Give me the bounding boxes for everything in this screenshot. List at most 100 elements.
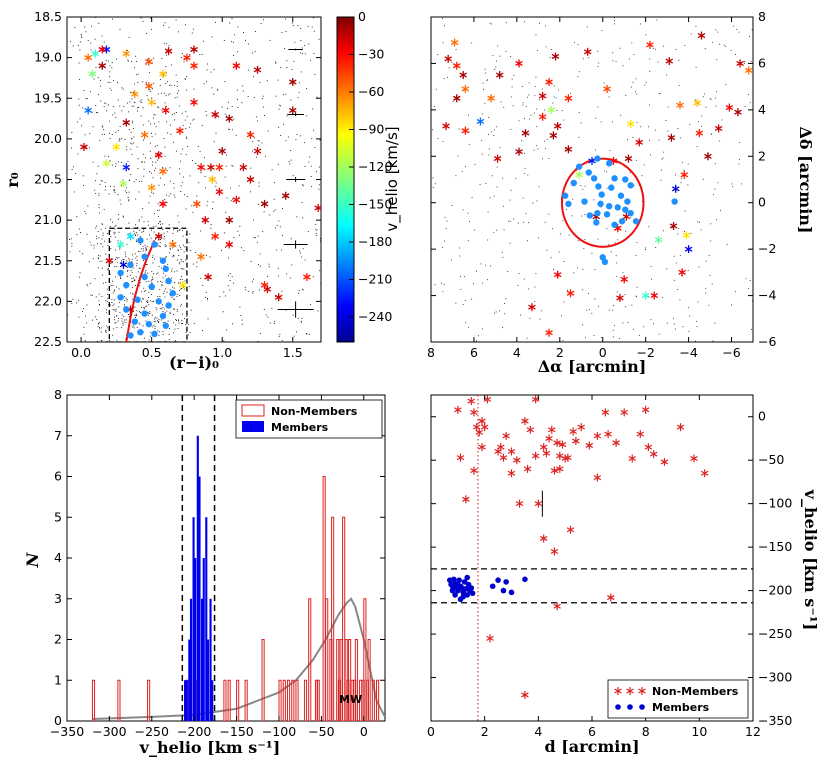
sky-field-star — [501, 251, 503, 253]
sky-field-star — [481, 153, 483, 155]
sky-nonmember-star-stroke — [452, 95, 461, 101]
hist-nonmember-bar — [371, 679, 375, 721]
sky-field-star — [636, 159, 638, 161]
sky-field-star — [551, 228, 553, 230]
sky-field-star — [632, 137, 634, 138]
cmd-nonmember-star — [204, 273, 212, 281]
cmd-field-star — [139, 229, 141, 231]
cmd-field-star — [230, 200, 232, 202]
cmd-field-star — [118, 317, 120, 319]
cmd-field-star — [130, 131, 132, 133]
dist-nonmember-star — [470, 408, 478, 417]
sky-field-star — [695, 99, 696, 101]
sky-x-tick-label: 2 — [556, 345, 564, 360]
dist-nonmember-star — [502, 431, 510, 440]
cmd-field-star — [114, 266, 116, 268]
sky-field-star — [567, 289, 568, 291]
cmd-field-star — [119, 311, 121, 313]
cmd-field-star — [163, 138, 165, 139]
sky-field-star — [629, 171, 631, 173]
sky-field-star — [564, 148, 566, 150]
cmd-field-star — [106, 110, 108, 112]
cmd-field-star — [155, 225, 157, 227]
cmd-field-star — [215, 132, 217, 134]
cmd-field-star — [255, 237, 256, 239]
cmd-field-star — [285, 140, 287, 141]
sky-field-star — [609, 150, 611, 151]
cmd-field-star — [261, 142, 263, 144]
cmd-field-star — [142, 107, 144, 109]
sky-field-star — [553, 96, 555, 98]
cmd-field-star — [162, 307, 164, 309]
sky-field-star — [532, 202, 534, 204]
cmd-field-star — [289, 277, 291, 279]
cmd-field-star — [175, 150, 177, 152]
cmd-field-star — [163, 42, 165, 44]
cmd-field-star — [137, 73, 139, 75]
cmd-field-star — [101, 327, 103, 329]
sky-nonmember-star-stroke — [575, 172, 583, 178]
cmd-nonmember-star — [102, 159, 111, 168]
cmd-field-star — [191, 205, 193, 207]
dist-member-point — [455, 587, 461, 594]
cmd-field-star — [148, 291, 150, 293]
cmd-field-star — [233, 41, 234, 43]
dist-nonmember-star — [534, 499, 543, 508]
cmd-field-star — [121, 262, 122, 264]
cmd-field-star — [172, 254, 174, 256]
cmd-field-star — [181, 268, 183, 270]
cmd-nonmember-star-stroke — [197, 254, 205, 260]
cmd-field-star — [173, 322, 174, 324]
sky-field-star — [544, 140, 546, 142]
cmd-field-star — [148, 314, 150, 316]
dist-x-tick-label: 0 — [427, 724, 435, 739]
sky-field-star — [563, 261, 565, 262]
cmd-field-star — [128, 36, 130, 38]
cmd-field-star — [97, 77, 99, 78]
cmd-field-star — [123, 321, 125, 323]
sky-field-star — [625, 306, 626, 308]
cmd-field-star — [87, 205, 89, 207]
sky-field-star — [629, 58, 630, 60]
cmd-field-star — [79, 272, 81, 274]
cmd-field-star — [180, 185, 182, 187]
cmd-field-star — [142, 81, 144, 83]
sky-field-star — [541, 88, 543, 90]
sky-nonmember-star — [650, 291, 659, 300]
sky-nonmember-star-stroke — [545, 330, 553, 336]
cmd-field-star — [142, 245, 144, 247]
cmd-field-star — [165, 43, 167, 45]
cmd-field-star — [170, 295, 172, 297]
cmd-field-star — [269, 39, 271, 41]
cmd-field-star — [308, 334, 310, 335]
dist-member-point — [503, 579, 509, 585]
cmd-field-star — [148, 202, 150, 204]
sky-field-star — [515, 178, 517, 180]
cmd-field-star — [157, 106, 159, 108]
cmd-nonmember-star-stroke — [84, 55, 92, 61]
sky-field-star — [570, 92, 572, 94]
cmd-field-star — [310, 165, 312, 167]
cmd-field-star — [239, 225, 241, 227]
sky-field-star — [524, 21, 526, 23]
cmd-field-star — [142, 21, 144, 22]
sky-nonmember-star-stroke — [547, 107, 556, 113]
cmd-field-star — [139, 311, 141, 313]
sky-field-star — [645, 247, 646, 249]
cmd-field-star — [253, 278, 255, 280]
dist-nonmember-star — [456, 453, 465, 462]
cmd-field-star — [189, 53, 191, 55]
sky-field-star — [593, 199, 595, 201]
sky-nonmember-star — [646, 40, 654, 49]
cmd-nonmember-star — [140, 130, 149, 139]
colorbar-tick-label: −90 — [358, 122, 384, 137]
cmd-nonmember-star-stroke — [253, 67, 262, 73]
cmd-field-star — [232, 198, 234, 200]
cmd-field-star — [238, 196, 240, 198]
sky-nonmember-star-stroke — [697, 33, 706, 39]
cmd-field-star — [179, 295, 181, 297]
cmd-nonmember-star-stroke — [161, 107, 170, 114]
cmd-nonmember-star — [176, 126, 184, 135]
cmd-field-star — [184, 119, 186, 121]
cmd-field-star — [163, 290, 165, 292]
